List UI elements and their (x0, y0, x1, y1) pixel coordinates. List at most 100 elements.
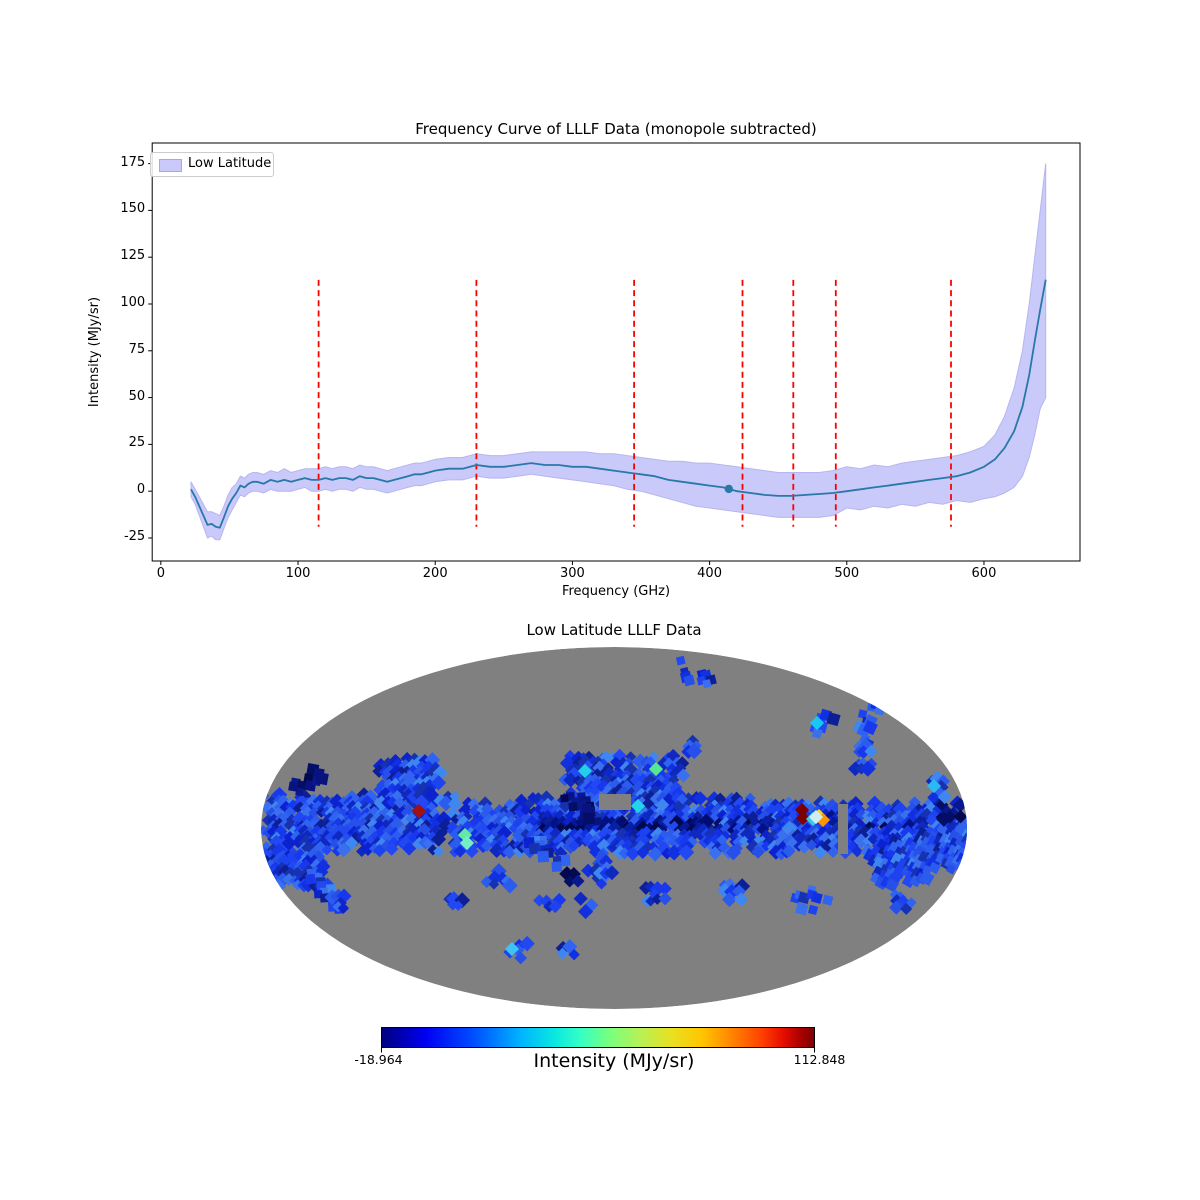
x-tick-label: 0 (156, 566, 165, 581)
healpix-tile (369, 680, 381, 691)
healpix-tile (683, 674, 696, 687)
healpix-tile (520, 804, 532, 816)
colorbar-min-label: -18.964 (354, 1052, 403, 1067)
healpix-tile (782, 844, 796, 858)
healpix-tile (686, 743, 703, 760)
confidence-band (190, 163, 1047, 541)
healpix-tile (344, 836, 359, 851)
healpix-tile (651, 893, 664, 905)
healpix-tile (604, 865, 620, 881)
sky-map-cluster (324, 888, 352, 914)
sky-map-mask-patch (838, 804, 848, 854)
healpix-tile (857, 709, 868, 719)
healpix-tile (571, 874, 585, 888)
colorbar-title: Intensity (MJy/sr) (533, 1050, 695, 1072)
healpix-tile (551, 861, 563, 872)
healpix-tile (967, 839, 981, 853)
healpix-tile (593, 817, 603, 826)
healpix-tile (480, 839, 494, 852)
y-tick-label: 125 (120, 248, 146, 264)
healpix-tile (386, 796, 399, 808)
healpix-tile (889, 900, 904, 915)
healpix-tile (808, 809, 824, 825)
healpix-tile (848, 807, 863, 822)
y-axis-label: Intensity (MJy/sr) (87, 296, 102, 408)
healpix-tile (658, 881, 672, 896)
healpix-tile (953, 809, 967, 824)
healpix-tile (900, 902, 913, 915)
healpix-tile (813, 845, 827, 860)
healpix-tile (919, 870, 935, 887)
sky-map-cluster (889, 889, 917, 915)
healpix-tile (675, 655, 686, 666)
sky-map-cluster (935, 797, 967, 827)
healpix-tile (438, 795, 454, 812)
healpix-tile (453, 844, 467, 858)
x-tick-label: 400 (697, 566, 722, 581)
healpix-tile (636, 846, 650, 860)
x-tick-label: 500 (834, 566, 860, 581)
healpix-tile (892, 864, 907, 880)
healpix-tile (502, 845, 517, 860)
healpix-tile (537, 850, 550, 863)
healpix-tile (548, 899, 562, 914)
x-tick-label: 200 (422, 566, 448, 581)
healpix-tile (625, 846, 640, 861)
healpix-tile (459, 835, 475, 851)
healpix-tile (826, 712, 841, 727)
sky-map-mask-patch (599, 794, 631, 810)
healpix-tile (702, 679, 712, 689)
healpix-tile (519, 935, 535, 952)
y-tick-label: 75 (128, 341, 146, 357)
healpix-tile (874, 704, 885, 716)
healpix-tile (281, 835, 297, 851)
healpix-tile (906, 897, 917, 908)
legend-label: Low Latitude (188, 156, 272, 171)
healpix-tile (847, 761, 863, 777)
healpix-tile (337, 902, 350, 914)
healpix-tile (795, 902, 809, 916)
healpix-tile (678, 844, 695, 861)
healpix-tile (937, 789, 952, 805)
healpix-tile (577, 763, 593, 779)
y-tick-label: 50 (128, 388, 146, 404)
healpix-tile (969, 845, 982, 858)
sky-map-cluster (638, 880, 672, 908)
healpix-tile (655, 798, 670, 812)
healpix-tile (393, 796, 406, 809)
healpix-tile (807, 904, 819, 916)
y-tick-label: 150 (120, 201, 146, 217)
sky-map-cluster (372, 752, 442, 812)
healpix-tile (642, 797, 655, 810)
healpix-tile (739, 835, 750, 847)
sky-map-cluster (480, 863, 507, 890)
healpix-tile (582, 812, 595, 825)
healpix-tile (693, 791, 708, 806)
healpix-tile (411, 803, 427, 819)
sky-map-cluster (560, 791, 603, 826)
healpix-tile (648, 761, 664, 777)
x-tick-label: 100 (285, 566, 311, 581)
healpix-tile (573, 891, 588, 906)
healpix-tile (295, 787, 305, 797)
healpix-tile (853, 833, 869, 849)
healpix-tile (885, 878, 900, 893)
healpix-tile (288, 781, 299, 792)
healpix-tile (972, 855, 985, 868)
sky-map (261, 647, 985, 1009)
y-tick-label: 100 (120, 294, 146, 310)
sky-map-cluster (675, 655, 717, 689)
healpix-tile (501, 877, 518, 894)
healpix-tile (795, 810, 811, 826)
healpix-tile (563, 875, 576, 888)
sky-map-cluster (555, 939, 580, 961)
legend-patch-swatch (159, 159, 182, 172)
healpix-tile (721, 891, 738, 908)
healpix-tile (528, 842, 541, 855)
mean-intensity-line (190, 279, 1047, 529)
healpix-tile (961, 852, 967, 865)
y-tick-label: 175 (120, 154, 146, 170)
healpix-tile (647, 846, 663, 862)
healpix-tile (862, 720, 878, 736)
